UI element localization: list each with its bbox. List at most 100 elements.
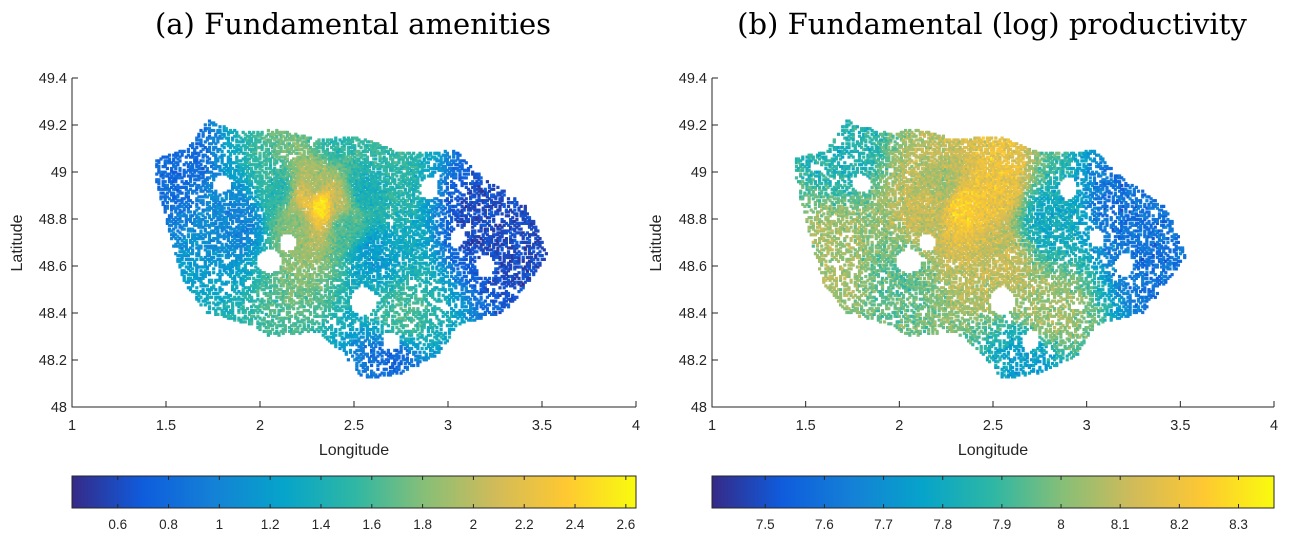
scatter-point xyxy=(268,214,273,218)
scatter-point xyxy=(290,223,294,227)
scatter-point xyxy=(250,250,254,254)
scatter-point xyxy=(300,244,304,248)
scatter-point xyxy=(214,214,218,218)
scatter-point xyxy=(294,191,298,195)
scatter-point xyxy=(313,225,317,229)
scatter-point xyxy=(220,159,224,163)
scatter-point xyxy=(224,244,228,248)
scatter-point xyxy=(218,134,222,138)
scatter-point xyxy=(228,273,233,277)
scatter-point xyxy=(264,312,268,316)
scatter-point xyxy=(205,168,209,172)
scatter-point xyxy=(294,142,298,146)
scatter-point xyxy=(287,276,292,280)
scatter-point xyxy=(245,189,249,193)
scatter-point xyxy=(302,240,306,244)
scatter-point xyxy=(311,210,315,214)
scatter-point xyxy=(313,142,317,146)
scatter-point xyxy=(296,176,300,180)
scatter-point xyxy=(283,269,287,273)
scatter-point xyxy=(300,161,304,165)
scatter-point xyxy=(222,299,226,303)
scatter-point xyxy=(256,242,260,246)
scatter-point xyxy=(203,165,207,169)
scatter-point xyxy=(195,146,199,150)
scatter-point xyxy=(283,257,287,261)
scatter-point xyxy=(237,140,241,144)
scatter-point xyxy=(214,155,218,159)
scatter-point xyxy=(290,324,294,328)
scatter-point xyxy=(256,132,260,136)
scatter-point xyxy=(254,240,258,244)
scatter-point xyxy=(250,223,254,227)
scatter-point xyxy=(163,161,167,165)
scatter-point xyxy=(250,163,254,167)
scatter-point xyxy=(258,278,262,282)
scatter-point xyxy=(254,178,258,182)
scatter-point xyxy=(167,227,172,231)
scatter-point xyxy=(220,155,224,159)
scatter-point xyxy=(298,191,302,195)
scatter-point xyxy=(294,183,298,188)
scatter-point xyxy=(226,255,230,260)
scatter-point xyxy=(193,233,197,237)
scatter-point xyxy=(245,197,249,201)
scatter-point xyxy=(218,193,222,197)
scatter-point xyxy=(292,267,296,271)
scatter-point xyxy=(214,132,218,136)
scatter-point xyxy=(277,202,281,207)
scatter-point xyxy=(228,225,233,229)
scatter-point xyxy=(256,163,260,167)
scatter-point xyxy=(247,138,252,142)
scatter-point xyxy=(277,248,281,252)
scatter-point xyxy=(298,259,302,263)
scatter-point xyxy=(300,176,304,180)
scatter-point xyxy=(231,208,235,212)
scatter-point xyxy=(306,257,310,261)
scatter-point xyxy=(296,227,300,231)
scatter-point xyxy=(247,223,252,227)
scatter-point xyxy=(260,195,264,199)
scatter-point xyxy=(308,288,313,292)
scatter-point xyxy=(285,267,289,271)
scatter-point xyxy=(311,263,315,267)
scatter-point xyxy=(279,197,283,201)
scatter-point xyxy=(315,291,319,296)
scatter-point xyxy=(266,286,270,290)
scatter-point xyxy=(195,204,199,208)
scatter-point xyxy=(231,259,235,263)
scatter-point xyxy=(277,138,281,142)
scatter-point xyxy=(191,237,195,241)
scatter-point xyxy=(281,142,285,146)
scatter-point xyxy=(275,233,279,237)
scatter-point xyxy=(300,242,304,246)
scatter-point xyxy=(235,185,239,189)
scatter-point xyxy=(308,265,313,269)
scatter-point xyxy=(264,307,268,311)
scatter-point xyxy=(224,165,228,169)
scatter-point xyxy=(302,187,306,191)
scatter-point xyxy=(304,240,308,244)
scatter-point xyxy=(313,278,317,282)
scatter-point xyxy=(302,246,306,250)
scatter-point xyxy=(172,235,176,239)
scatter-point xyxy=(311,320,315,324)
scatter-point xyxy=(287,199,292,203)
scatter-point xyxy=(296,151,300,155)
scatter-point xyxy=(256,138,260,142)
scatter-point xyxy=(268,185,273,189)
scatter-point xyxy=(203,219,207,224)
scatter-point xyxy=(273,314,277,318)
scatter-point xyxy=(186,267,190,271)
scatter-point xyxy=(203,187,207,191)
scatter-point xyxy=(292,199,296,203)
scatter-point xyxy=(212,231,216,235)
scatter-point xyxy=(311,244,315,248)
scatter-point xyxy=(313,159,317,163)
scatter-point xyxy=(250,174,254,178)
scatter-point xyxy=(233,195,237,199)
scatter-point xyxy=(214,189,218,193)
scatter-point xyxy=(237,309,241,313)
scatter-point xyxy=(222,132,226,136)
scatter-point xyxy=(205,185,209,189)
